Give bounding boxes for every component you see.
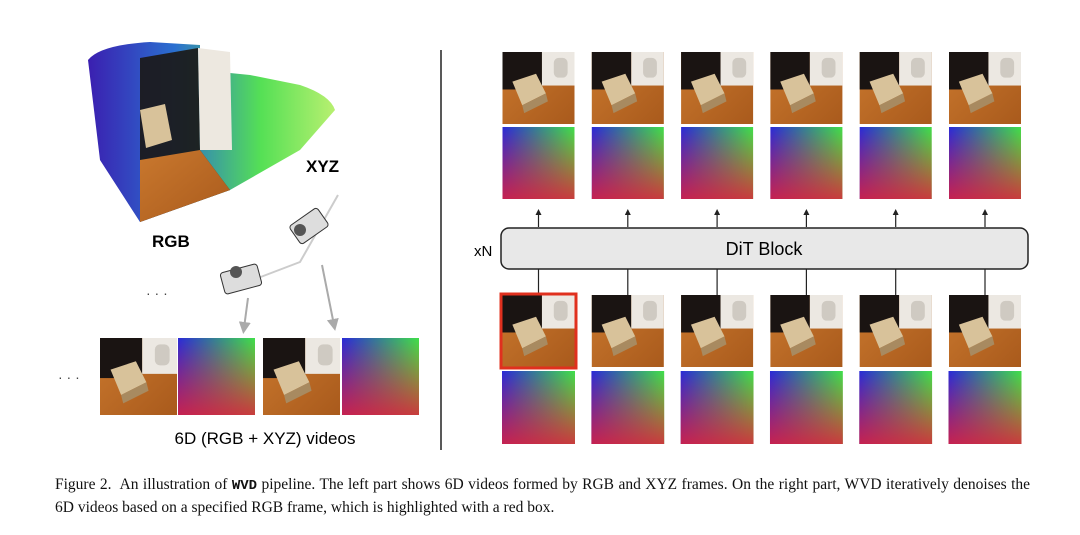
xyz-frame [859, 127, 932, 199]
ellipsis: · · · [146, 285, 168, 301]
xyz-frame [502, 371, 575, 444]
xyz-frame [859, 371, 933, 444]
videos-label: 6D (RGB + XYZ) videos [175, 429, 356, 448]
block-label: DiT Block [726, 239, 804, 259]
caption-text: An illustration of [119, 476, 228, 493]
caption-text: pipeline. The left part shows 6D videos … [55, 476, 1031, 516]
rgb-frame [949, 52, 1021, 124]
rgb-frame [949, 295, 1021, 367]
denoising-frames [499, 52, 1022, 444]
repeat-label: xN [474, 243, 492, 260]
rgb-frame [681, 295, 754, 367]
point-cloud [88, 42, 335, 222]
rgb-frame [263, 338, 340, 415]
xyz-frame [680, 371, 754, 444]
rgb-frame [770, 52, 843, 124]
caption-code: WVD [231, 478, 258, 494]
highlight-box [499, 292, 578, 370]
xyz-frame [342, 338, 419, 415]
xyz-frame [502, 127, 575, 199]
rgb-frame [100, 338, 177, 415]
rgb-frame [859, 295, 932, 367]
xyz-label: XYZ [306, 157, 339, 176]
rgb-frame [770, 295, 843, 367]
xyz-frame [591, 371, 665, 444]
figure: XYZ RGB · · · · · · 6D (RGB + XYZ) video… [58, 42, 1029, 450]
cameras [219, 194, 339, 334]
caption: Figure 2. An illustration of WVD pipelin… [55, 474, 1030, 519]
rgb-label: RGB [152, 232, 190, 251]
xyz-frame [770, 127, 843, 199]
xyz-frame [681, 127, 754, 199]
video-frames [100, 338, 419, 415]
xyz-frame [591, 127, 664, 199]
rgb-frame [591, 295, 664, 367]
xyz-frame [769, 371, 843, 444]
rgb-frame [591, 52, 664, 124]
xyz-frame [948, 371, 1022, 444]
dit-block [500, 227, 1029, 270]
rgb-frame [681, 52, 754, 124]
xyz-frame [178, 338, 255, 415]
xyz-frame [949, 127, 1021, 199]
rgb-frame [859, 52, 932, 124]
rgb-frame [502, 52, 575, 124]
caption-label: Figure 2. [55, 476, 112, 493]
ellipsis: · · · [58, 369, 80, 385]
rgb-frame [502, 295, 575, 367]
